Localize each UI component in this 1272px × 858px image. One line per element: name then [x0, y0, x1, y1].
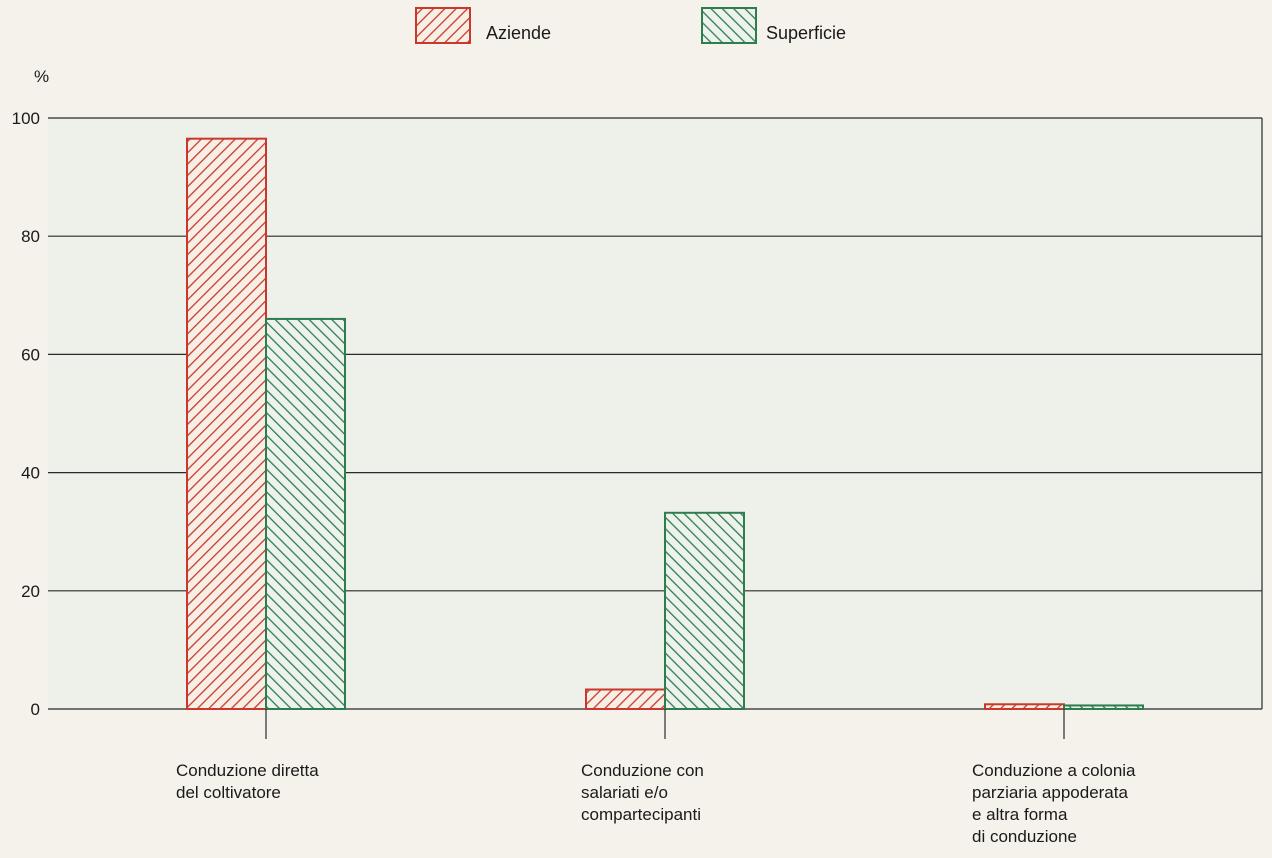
- y-tick-label-80: 80: [21, 227, 40, 246]
- y-tick-label-20: 20: [21, 582, 40, 601]
- bar-superficie-3: [1063, 704, 1144, 710]
- category-label-1-line-2: del coltivatore: [176, 783, 281, 802]
- x-ticks: [265, 709, 1065, 739]
- legend-swatch-aziende: [415, 7, 471, 44]
- bars: [186, 137, 1144, 711]
- bar-aziende-2: [585, 688, 666, 711]
- y-tick-label-0: 0: [31, 700, 40, 719]
- legend-label-superficie: Superficie: [766, 23, 846, 43]
- y-axis-unit-label: %: [34, 67, 49, 86]
- y-tick-label-40: 40: [21, 464, 40, 483]
- category-labels: Conduzione diretta del coltivatore Conduzi…: [176, 761, 1136, 846]
- y-tick-label-60: 60: [21, 345, 40, 364]
- bar-aziende-3: [984, 703, 1065, 710]
- y-tick-label-100: 100: [12, 109, 40, 128]
- category-label-3-line-4: di conduzione: [972, 827, 1077, 846]
- category-label-1-line-1: Conduzione diretta: [176, 761, 319, 780]
- legend-swatch-superficie: [701, 7, 757, 44]
- category-label-3-line-1: Conduzione a colonia: [972, 761, 1136, 780]
- legend: Aziende Superficie: [415, 7, 846, 44]
- legend-label-aziende: Aziende: [486, 23, 551, 43]
- category-label-2-line-3: compartecipanti: [581, 805, 701, 824]
- y-tick-labels: 0 20 40 60 80 100: [12, 109, 40, 719]
- bar-superficie-1: [265, 317, 346, 710]
- category-label-2-line-2: salariati e/o: [581, 783, 668, 802]
- bar-aziende-1: [186, 137, 267, 710]
- category-label-2-line-1: Conduzione con: [581, 761, 704, 780]
- bar-superficie-2: [664, 511, 745, 711]
- category-label-3-line-2: parziaria appoderata: [972, 783, 1128, 802]
- category-label-3-line-3: e altra forma: [972, 805, 1068, 824]
